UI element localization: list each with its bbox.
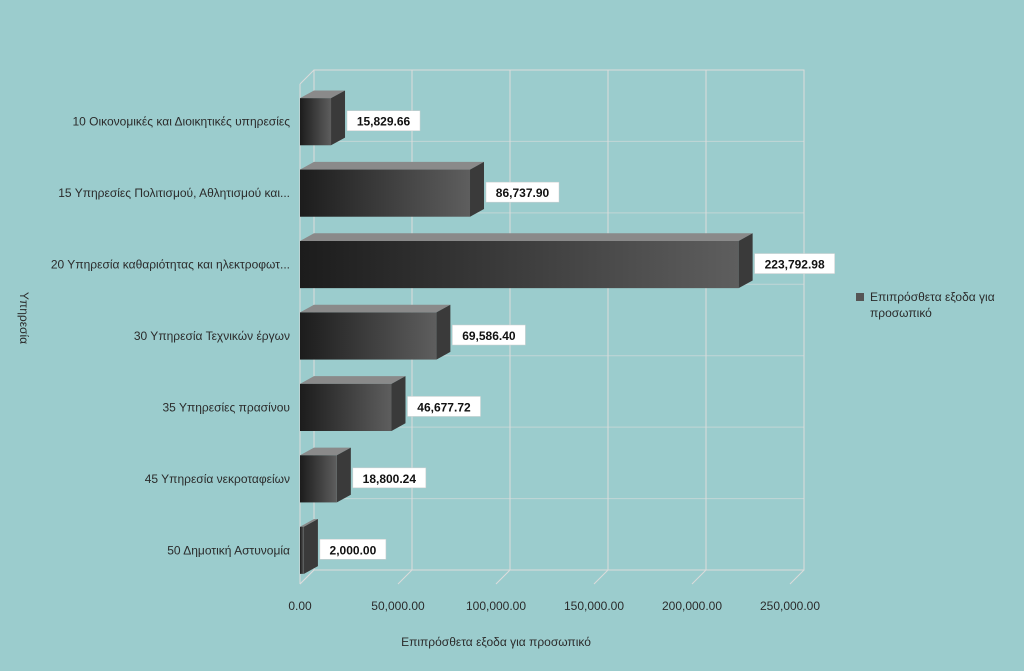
bar-front-face — [300, 98, 332, 146]
bar-front-face — [300, 169, 471, 217]
category-label: 30 Υπηρεσία Τεχνικών έργων — [134, 329, 290, 343]
x-gridline-floor — [593, 569, 609, 585]
bar — [300, 90, 346, 146]
bar-top-face — [300, 519, 318, 527]
category-label: 15 Υπηρεσίες Πολιτισμού, Αθλητισμού και.… — [58, 186, 290, 200]
data-label-box — [485, 181, 560, 203]
bar-front-face — [300, 455, 337, 503]
x-tick-label: 200,000.00 — [662, 599, 722, 613]
data-label: 46,677.72 — [417, 400, 471, 414]
x-tick-label: 50,000.00 — [371, 599, 425, 613]
data-label-box — [754, 253, 835, 274]
bar — [300, 519, 318, 574]
bar-side-face — [391, 376, 406, 431]
category-label: 45 Υπηρεσία νεκροταφείων — [145, 472, 290, 486]
bar-top-face — [300, 90, 346, 99]
legend-label: Επιπρόσθετα εξοδα για προσωπικό — [870, 290, 995, 320]
bar — [300, 233, 753, 289]
bar-side-face — [738, 233, 753, 289]
data-label: 2,000.00 — [330, 543, 377, 557]
x-gridline-floor — [397, 569, 413, 585]
x-gridline-floor — [299, 569, 315, 585]
data-label-box — [319, 539, 387, 560]
category-label: 35 Υπηρεσίες πρασίνου — [163, 400, 291, 414]
bar-front-face — [300, 312, 437, 360]
bar-side-face — [331, 90, 346, 146]
category-label: 10 Οικονομικές και Διοικητικές υπηρεσίες — [72, 115, 290, 129]
data-label: 86,737.90 — [496, 186, 550, 200]
legend-swatch — [856, 293, 864, 301]
bar-front-face — [300, 241, 739, 289]
data-label: 15,829.66 — [357, 115, 411, 129]
bar-side-face — [303, 519, 318, 574]
bar-top-face — [300, 304, 451, 313]
x-axis-title: Επιπρόσθετα εξοδα για προσωπικό — [401, 635, 591, 649]
data-label: 69,586.40 — [462, 329, 516, 343]
x-gridline-floor — [789, 569, 805, 585]
x-tick-label: 0.00 — [288, 599, 312, 613]
bar-top-face — [300, 233, 753, 241]
bar-top-face — [300, 161, 485, 170]
bar-front-face — [300, 383, 392, 431]
data-label-box — [352, 467, 427, 489]
bar — [300, 161, 485, 217]
data-label-box — [346, 110, 421, 131]
data-label: 18,800.24 — [363, 472, 417, 486]
bar-side-face — [336, 447, 351, 503]
labels: 10 Οικονομικές και Διοικητικές υπηρεσίες… — [51, 110, 835, 560]
x-tick-label: 150,000.00 — [564, 599, 624, 613]
bars — [300, 90, 753, 574]
bar — [300, 376, 406, 431]
bar-front-face — [300, 526, 304, 574]
bar-top-face — [300, 376, 406, 384]
bar-top-face — [300, 447, 351, 456]
x-tick-label: 250,000.00 — [760, 599, 820, 613]
grid-wall-top — [299, 69, 315, 85]
legend: Επιπρόσθετα εξοδα για προσωπικό — [856, 289, 1006, 321]
category-label: 50 Δημοτική Αστυνομία — [167, 543, 290, 557]
bar — [300, 447, 351, 503]
category-label: 20 Υπηρεσία καθαριότητας και ηλεκτροφωτ.… — [51, 258, 290, 272]
bar-side-face — [436, 304, 451, 360]
data-label-box — [407, 396, 481, 417]
bar — [300, 304, 451, 360]
data-label-box — [452, 324, 526, 346]
x-tick-label: 100,000.00 — [466, 599, 526, 613]
data-label: 223,792.98 — [765, 258, 825, 272]
x-gridline-floor — [691, 569, 707, 585]
bar-side-face — [470, 161, 485, 217]
y-axis-title: Υπηρεσία — [17, 292, 31, 344]
x-gridline-floor — [495, 569, 511, 585]
